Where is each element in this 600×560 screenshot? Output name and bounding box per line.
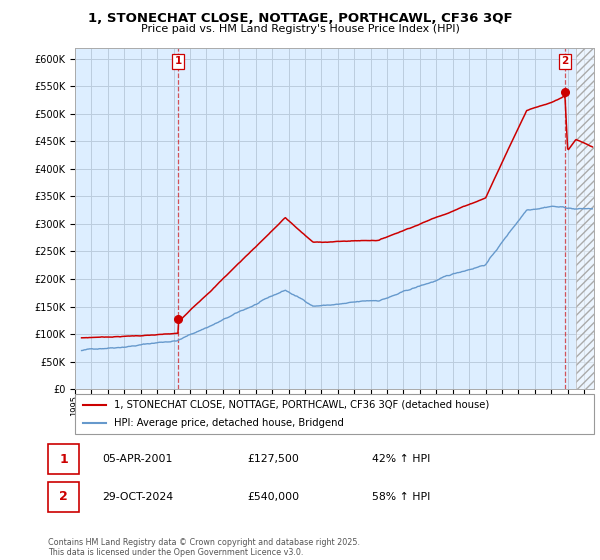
Text: £127,500: £127,500 — [248, 454, 299, 464]
Text: 1: 1 — [59, 452, 68, 465]
Bar — [576, 48, 594, 389]
Text: 1: 1 — [175, 56, 182, 66]
Text: HPI: Average price, detached house, Bridgend: HPI: Average price, detached house, Brid… — [114, 418, 344, 428]
Bar — [48, 482, 79, 512]
Text: 58% ↑ HPI: 58% ↑ HPI — [372, 492, 430, 502]
Text: 2: 2 — [59, 491, 68, 503]
Bar — [48, 444, 79, 474]
Text: Contains HM Land Registry data © Crown copyright and database right 2025.
This d: Contains HM Land Registry data © Crown c… — [48, 538, 360, 557]
Text: 42% ↑ HPI: 42% ↑ HPI — [372, 454, 430, 464]
Text: £540,000: £540,000 — [248, 492, 300, 502]
Text: 05-APR-2001: 05-APR-2001 — [102, 454, 172, 464]
Text: 29-OCT-2024: 29-OCT-2024 — [102, 492, 173, 502]
Text: Price paid vs. HM Land Registry's House Price Index (HPI): Price paid vs. HM Land Registry's House … — [140, 24, 460, 34]
Text: 2: 2 — [562, 56, 569, 66]
Text: 1, STONECHAT CLOSE, NOTTAGE, PORTHCAWL, CF36 3QF (detached house): 1, STONECHAT CLOSE, NOTTAGE, PORTHCAWL, … — [114, 400, 489, 409]
Text: 1, STONECHAT CLOSE, NOTTAGE, PORTHCAWL, CF36 3QF: 1, STONECHAT CLOSE, NOTTAGE, PORTHCAWL, … — [88, 12, 512, 25]
